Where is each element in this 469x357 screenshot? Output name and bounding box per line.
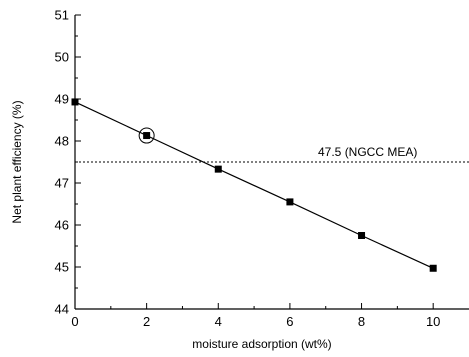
x-tick-label: 8 xyxy=(358,314,365,329)
data-markers xyxy=(71,98,437,272)
reference-line-label: 47.5 (NGCC MEA) xyxy=(318,145,417,159)
y-tick-label: 47 xyxy=(55,176,69,191)
highlight-ring xyxy=(138,127,155,144)
data-point xyxy=(71,98,79,106)
x-tick-label: 2 xyxy=(143,314,150,329)
x-tick-label: 6 xyxy=(286,314,293,329)
y-tick-label: 49 xyxy=(55,92,69,107)
y-tick-label: 44 xyxy=(55,302,69,317)
y-tick-label: 51 xyxy=(55,8,69,23)
x-tick-label: 0 xyxy=(71,314,78,329)
data-point xyxy=(214,165,222,173)
y-tick-label: 45 xyxy=(55,260,69,275)
x-axis-title: moisture adsorption (wt%) xyxy=(192,337,331,351)
y-axis-title: Net plant efficiency (%) xyxy=(10,100,24,223)
x-ticks: 0 2 4 6 8 10 xyxy=(71,303,440,329)
x-tick-label: 4 xyxy=(215,314,222,329)
y-tick-label: 48 xyxy=(55,134,69,149)
data-point xyxy=(429,264,437,272)
y-ticks: 44 45 46 47 48 49 50 51 xyxy=(55,8,81,317)
y-tick-label: 46 xyxy=(55,218,69,233)
series-line xyxy=(74,101,434,269)
data-point xyxy=(286,198,294,206)
data-point xyxy=(358,232,366,239)
data-point xyxy=(143,132,151,140)
y-tick-label: 50 xyxy=(55,50,69,65)
x-tick-label: 10 xyxy=(426,314,440,329)
